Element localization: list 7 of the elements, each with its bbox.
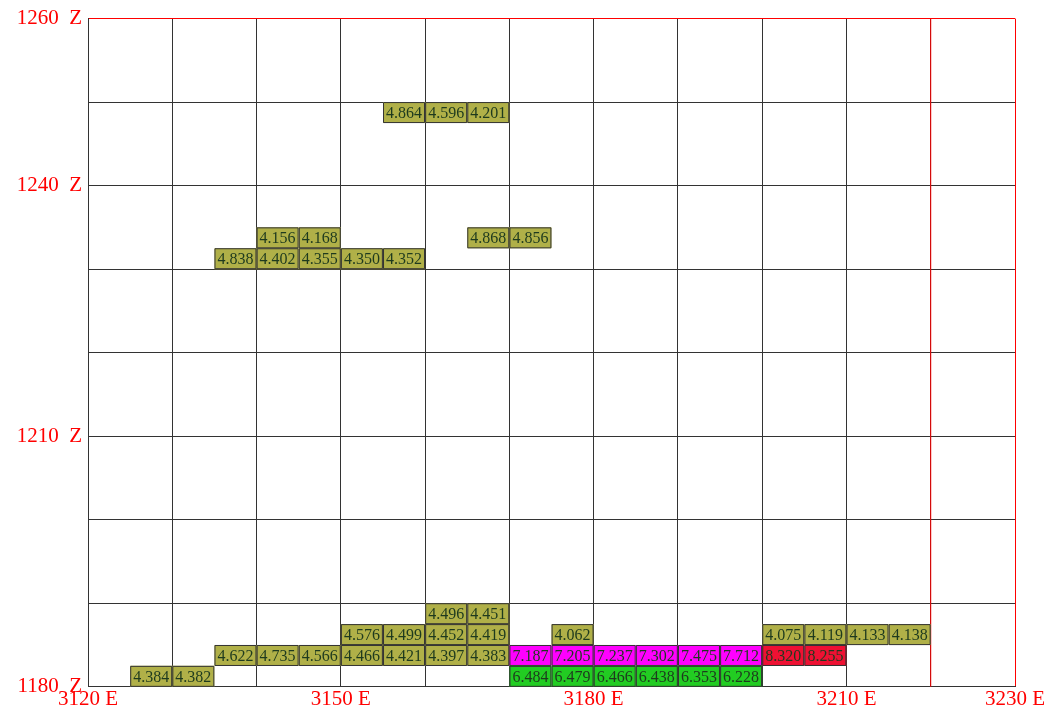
y-tick-label: 1260 Z (16, 5, 82, 30)
x-tick-label: 3210 E (816, 685, 877, 710)
y-tick-label: 1210 Z (16, 422, 82, 447)
y-tick-label: 1240 Z (16, 172, 82, 197)
x-tick-label: 3180 E (563, 685, 624, 710)
x-tick-label: 3150 E (310, 685, 371, 710)
x-tick-label: 3230 E (984, 685, 1046, 710)
